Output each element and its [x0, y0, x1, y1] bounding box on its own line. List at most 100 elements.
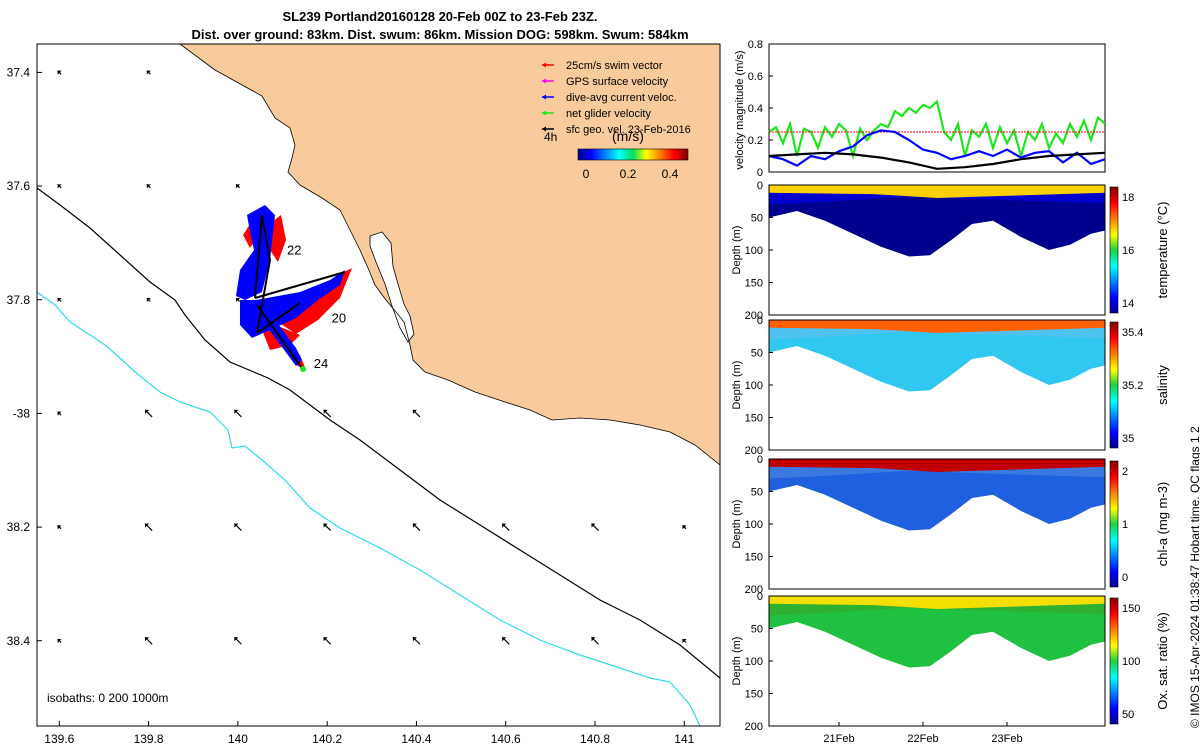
chla-panel: 0 50 100 150 200 Depth (m) 0 1 2 chl-a (mg m-3) — [731, 454, 1170, 596]
map-y-tick-label: 37.4 — [7, 65, 31, 79]
map-x-tick-label: 141 — [674, 732, 694, 746]
geo-arrow-head — [412, 409, 417, 414]
map-x-tick-label: 140.6 — [491, 732, 521, 746]
colorbar-tick-label: 100 — [1122, 656, 1140, 668]
section-surface-fill — [769, 320, 1105, 333]
section-ylabel: Depth (m) — [731, 500, 743, 549]
map-x-tick-label: 140.8 — [580, 732, 610, 746]
credit-line: © IMOS 15-Apr-2024 01:38:47 Hobart time.… — [1188, 426, 1200, 728]
isobath-note: isobaths: 0 200 1000m — [47, 691, 168, 705]
map-x-tick-label: 140.2 — [312, 732, 342, 746]
geo-arrow-head — [412, 637, 417, 642]
colorbar-label: temperature (°C) — [1155, 202, 1170, 299]
section-tick-label: 0 — [757, 315, 763, 327]
map-x-tick-label: 139.8 — [134, 732, 164, 746]
velocity-tick-label: 0.2 — [748, 135, 763, 147]
velocity-series-line — [768, 99, 1106, 161]
legend-swatch-head — [542, 94, 546, 100]
velocity-y-ticks: 0 0.2 0.4 0.6 0.8 — [748, 39, 773, 179]
section-tick-label: 150 — [745, 278, 763, 290]
geo-arrow-head — [236, 184, 241, 189]
geo-arrow-head — [57, 411, 62, 416]
section-tick-label: 0 — [757, 591, 763, 603]
map-y-tick-label: 37.8 — [7, 293, 31, 307]
section-tick-label: 100 — [745, 519, 763, 531]
glider-position-marker — [300, 366, 306, 372]
geo-velocity-arrows — [57, 70, 687, 645]
section-deep-fill — [769, 190, 1105, 257]
section-tick-label: 200 — [745, 310, 763, 322]
map-colorbar — [577, 148, 689, 161]
section-tick-label: 50 — [751, 213, 763, 225]
geo-arrow-head — [682, 639, 687, 643]
section-deep-fill — [769, 325, 1105, 392]
section-tick-label: 0 — [757, 180, 763, 192]
section-surface-fill — [769, 459, 1105, 472]
velocity-tick-label: 0.8 — [748, 39, 763, 51]
colorbar-tick-label: 1 — [1122, 519, 1128, 531]
velocity-tick-label: 0.6 — [748, 71, 763, 83]
legend-entry: sfc geo. vel. 23-Feb-2016 — [566, 124, 691, 136]
section-ylabel: Depth (m) — [731, 361, 743, 410]
legend-swatch-head — [542, 126, 546, 132]
section-tick-label: 200 — [745, 445, 763, 457]
glider-track — [254, 214, 346, 369]
velocity-tick-label: 0.4 — [748, 103, 763, 115]
coastline — [179, 44, 720, 466]
section-tick-label: 150 — [745, 689, 763, 701]
date-tick-label: 22Feb — [907, 733, 938, 745]
colorbar-tick-label: 0 — [583, 167, 590, 181]
section-tick-label: 100 — [745, 245, 763, 257]
chart-title-line1: SL239 Portland20160128 20-Feb 00Z to 23-… — [282, 9, 598, 24]
velocity-panel: 0 0.2 0.4 0.6 0.8 velocity magnitude (m/s) — [734, 39, 1106, 179]
section-tick-label: 50 — [751, 487, 763, 499]
section-tick-label: 50 — [751, 348, 763, 360]
oxygen-panel: 0 50 100 150 200 Depth (m) 50 100 150 Ox. sat. ra… — [731, 591, 1170, 733]
colorbar-tick-label: 18 — [1122, 192, 1134, 204]
colorbar-tick-label: 0.2 — [620, 167, 637, 181]
section-tick-label: 0 — [757, 454, 763, 466]
section-ylabel: Depth (m) — [731, 637, 743, 686]
map-y-ticks: 37.4 37.6 37.8 -38 38.2 38.4 — [7, 65, 42, 648]
legend-4h-label: 4h — [544, 130, 557, 144]
geo-arrow-head — [57, 70, 62, 75]
geo-arrow-head — [236, 298, 241, 302]
colorbar-tick-label: 35.4 — [1122, 327, 1143, 339]
map-x-tick-label: 140 — [228, 732, 248, 746]
geo-arrow-head — [145, 523, 150, 528]
geo-arrow-head — [682, 525, 687, 530]
geo-arrow-head — [146, 298, 151, 302]
section-colorbar — [1109, 597, 1119, 725]
section-ylabel: Depth (m) — [731, 226, 743, 275]
map-colorbar-ticks: 0 0.2 0.4 — [583, 167, 679, 181]
geo-arrow-head — [57, 298, 62, 302]
section-tick-label: 100 — [745, 380, 763, 392]
section-deep-fill — [769, 464, 1105, 531]
date-tick-label: 23Feb — [991, 733, 1022, 745]
map-x-tick-label: 140.4 — [401, 732, 431, 746]
section-tick-label: 200 — [745, 721, 763, 733]
velocity-series — [768, 99, 1106, 170]
map-x-ticks: 139.6 139.8 140 140.2 140.4 140.6 140.8 141 — [44, 721, 695, 746]
section-surface-fill — [769, 596, 1105, 609]
section-tick-label: 200 — [745, 584, 763, 596]
colorbar-tick-label: 35 — [1122, 433, 1134, 445]
map-y-tick-label: -38 — [13, 406, 31, 420]
colorbar-tick-label: 2 — [1122, 466, 1128, 478]
track-labels: 22 20 24 — [287, 242, 346, 371]
legend-entry: dive-avg current veloc. — [566, 92, 677, 104]
geo-arrow-head — [323, 637, 328, 642]
section-surface-fill — [769, 185, 1105, 198]
section-colorbar — [1109, 460, 1119, 588]
map-panel: 22 20 24 139.6 139.8 140 140.2 140.4 140.6 140.8… — [7, 43, 721, 746]
geo-arrow-head — [57, 525, 62, 530]
velocity-tick-label: 0 — [757, 167, 763, 179]
velocity-series-line — [768, 151, 1106, 170]
legend-entry: GPS surface velocity — [566, 76, 669, 88]
geo-arrow-head — [412, 523, 417, 528]
colorbar-tick-label: 150 — [1122, 603, 1140, 615]
colorbar-tick-label: 16 — [1122, 245, 1134, 257]
colorbar-label: chl-a (mg m-3) — [1155, 482, 1170, 567]
legend-swatch-head — [542, 78, 546, 84]
velocity-series-line — [768, 129, 1106, 167]
